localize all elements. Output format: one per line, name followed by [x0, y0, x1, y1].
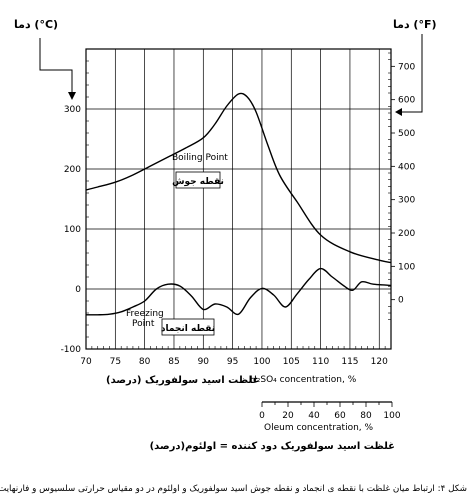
x-tick-label: 110: [312, 357, 329, 367]
oleum-axis-label: Oleum concentration, %: [264, 423, 374, 433]
y-right-tick-label: 600: [398, 96, 415, 106]
oleum-tick-label: 0: [259, 411, 265, 421]
x-tick-label: 120: [371, 357, 388, 367]
y-left-tick-label: 100: [64, 225, 81, 235]
y-right-tick-label: 0: [398, 296, 404, 306]
y-right-tick-label: 500: [398, 129, 415, 139]
boiling-point-box-label: نقطه جوش: [172, 177, 224, 187]
left-label-pointer: [39, 38, 76, 100]
oleum-tick-label: 40: [308, 411, 320, 421]
x-tick-label: 100: [253, 357, 270, 367]
x-tick-labels: 70 75 80 85 90 95 100 105 110 115 120: [80, 357, 388, 367]
right-axis-label: دما (°F): [393, 18, 437, 31]
left-axis-label: دما (°C): [14, 18, 58, 31]
oleum-tick-label: 20: [282, 411, 294, 421]
x-tick-label: 70: [80, 357, 92, 367]
y-right-tick-label: 200: [398, 229, 415, 239]
y-right-tick-label: 700: [398, 62, 415, 72]
y-left-tick-label: -100: [61, 345, 82, 355]
x-tick-label: 85: [168, 357, 179, 367]
freezing-point-line: [85, 267, 392, 316]
x-tick-label: 105: [283, 357, 300, 367]
freezing-point-label-2: Point: [132, 319, 155, 329]
oleum-tick-label: 60: [334, 411, 346, 421]
left-tick-labels: 300 200 100 0 -100: [61, 105, 82, 355]
y-left-tick-label: 300: [64, 105, 81, 115]
x-tick-label: 95: [227, 357, 238, 367]
right-tick-labels: 700 600 500 400 300 200 100 0: [388, 52, 415, 320]
boiling-point-label: Boiling Point: [172, 153, 228, 163]
freezing-point-label: Freezing: [126, 309, 164, 319]
x-tick-label: 80: [139, 357, 151, 367]
y-left-tick-label: 200: [64, 165, 81, 175]
right-label-pointer: [395, 34, 423, 116]
grid-lines: [85, 49, 392, 350]
x-tick-label: 75: [110, 357, 121, 367]
boiling-point-box: [175, 171, 221, 189]
y-left-tick-label: 0: [75, 285, 81, 295]
x-tick-label: 115: [341, 357, 358, 367]
figure-caption: شکل ۴: ارتباط میان غلظت با نقطه ی انجماد…: [0, 484, 467, 494]
y-right-tick-label: 100: [398, 262, 415, 272]
oleum-tick-label: 100: [383, 411, 400, 421]
boiling-point-line: [85, 92, 392, 264]
x-axis-label-en: H₂SO₄ concentration, %: [250, 375, 357, 385]
x-tick-label: 90: [198, 357, 210, 367]
freezing-point-box-label: نقطه انجماد: [161, 324, 215, 334]
oleum-tick-label: 80: [360, 411, 372, 421]
series-lines: [85, 92, 392, 316]
y-right-tick-label: 400: [398, 162, 415, 172]
x-axis-label-fa: غلظت اسید سولفوریک (درصد): [106, 375, 259, 386]
freezing-point-box: [161, 318, 215, 336]
bottom-label-fa: غلظت اسید سولفوریک دود کننده = اولئوم(در…: [150, 441, 395, 452]
y-right-tick-label: 300: [398, 196, 415, 206]
oleum-axis: 0 20 40 60 80 100: [259, 401, 401, 421]
